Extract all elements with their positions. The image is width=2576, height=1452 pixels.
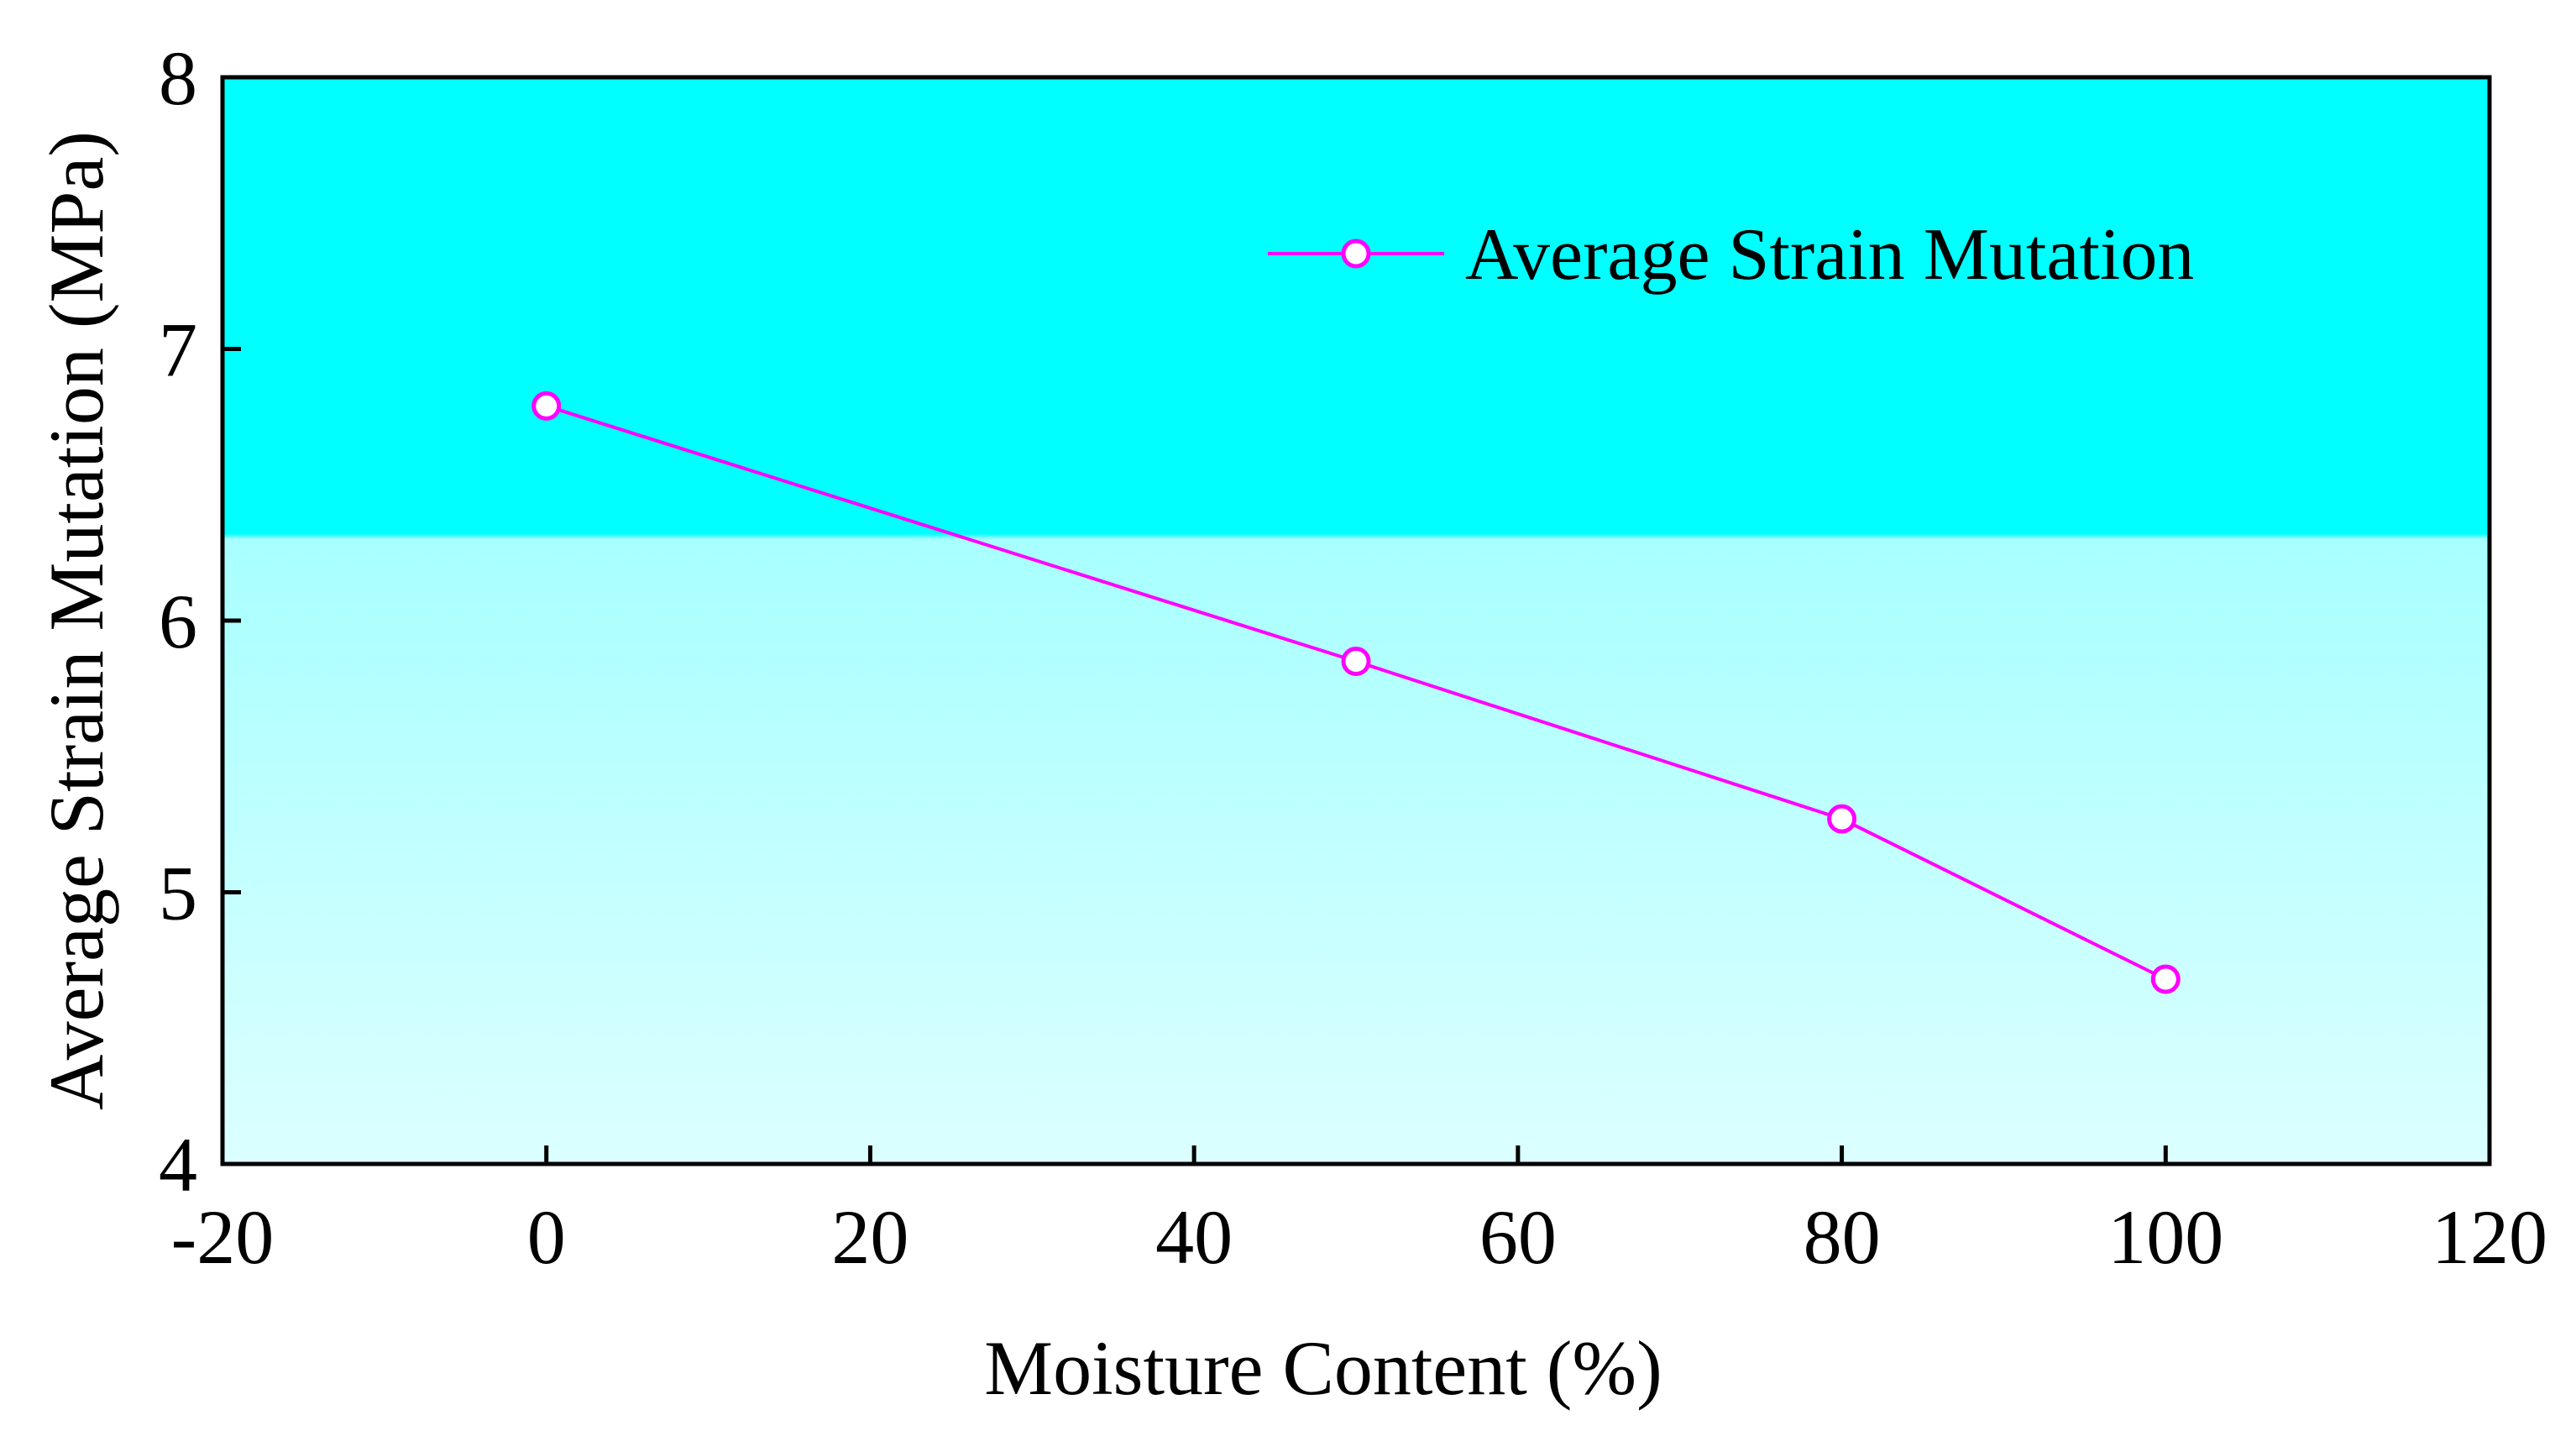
legend: Average Strain Mutation — [1268, 214, 2194, 296]
x-tick-label: -20 — [171, 1194, 275, 1280]
plot-frame — [220, 75, 2492, 1166]
y-axis-tick-labels: 4 5 6 7 8 — [159, 35, 197, 1208]
y-tick-label: 4 — [159, 1122, 197, 1208]
x-tick-label: 100 — [2107, 1194, 2223, 1280]
x-tick-label: 40 — [1155, 1194, 1233, 1280]
data-point — [531, 391, 562, 421]
y-axis-title: Average Strain Mutation (MPa) — [34, 131, 119, 1110]
legend-label: Average Strain Mutation — [1465, 214, 2194, 296]
y-tick-label: 8 — [159, 35, 197, 121]
x-axis-tick-labels: -20 0 20 40 60 80 100 120 — [171, 1194, 2547, 1280]
x-axis-title: Moisture Content (%) — [984, 1325, 1662, 1411]
data-point — [1827, 804, 1857, 834]
series-layer — [531, 391, 2181, 994]
legend-marker — [1341, 239, 1371, 269]
data-point — [2150, 964, 2181, 994]
x-tick-label: 80 — [1804, 1194, 1881, 1280]
x-tick-label: 20 — [831, 1194, 908, 1280]
y-tick-label: 5 — [159, 851, 197, 936]
data-point — [1341, 647, 1371, 677]
x-tick-label: 120 — [2432, 1194, 2547, 1280]
y-tick-label: 6 — [159, 579, 197, 664]
x-tick-label: 60 — [1479, 1194, 1557, 1280]
x-tick-label: 0 — [527, 1194, 566, 1280]
y-tick-label: 7 — [159, 307, 197, 393]
series-line — [546, 404, 2167, 981]
